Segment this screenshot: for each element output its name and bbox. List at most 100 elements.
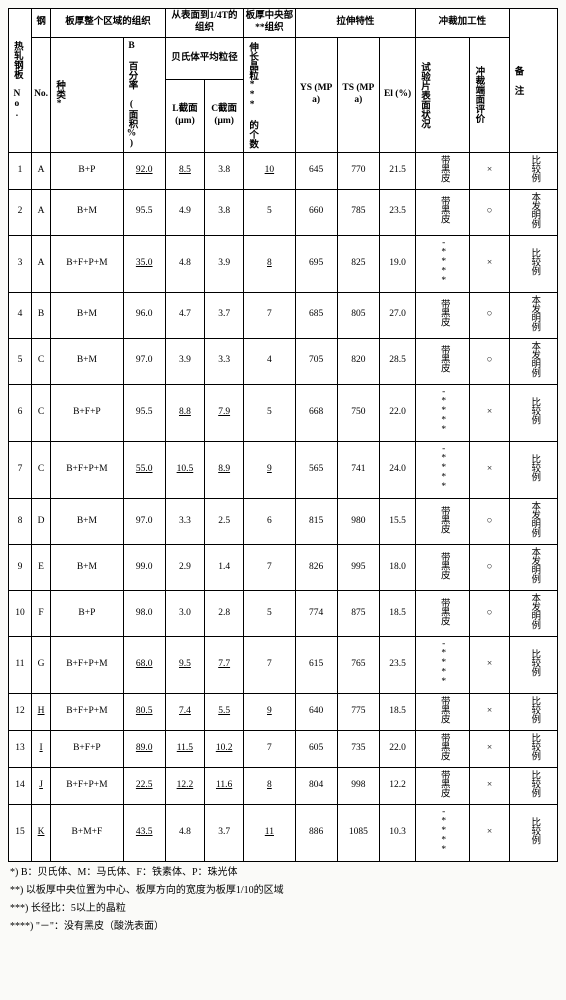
- table-cell: A: [31, 235, 50, 292]
- table-row: 6CB+F+P95.58.87.9566875022.0-****×比较例: [9, 384, 558, 441]
- table-cell: 6: [9, 384, 32, 441]
- table-cell: -****: [416, 384, 470, 441]
- hdr-remark: 备 注: [511, 25, 523, 135]
- table-cell: 668: [295, 384, 337, 441]
- table-cell: 3.9: [165, 338, 204, 384]
- table-cell: 24.0: [379, 442, 415, 499]
- table-cell: B+M: [51, 499, 123, 545]
- table-row: 4BB+M96.04.73.7768580527.0带黑皮○本发明例: [9, 292, 558, 338]
- table-cell: 775: [337, 694, 379, 731]
- table-cell: 5: [9, 338, 32, 384]
- table-cell: 804: [295, 768, 337, 805]
- table-cell: 80.5: [123, 694, 165, 731]
- table-cell: 1: [9, 152, 32, 189]
- table-cell: 本发明例: [509, 338, 557, 384]
- table-cell: 685: [295, 292, 337, 338]
- hdr-l-section: L截面 (μm): [165, 80, 204, 152]
- table-row: 11GB+F+P+M68.09.57.7761576523.5-****×比较例: [9, 637, 558, 694]
- table-cell: B+M: [51, 189, 123, 235]
- table-cell: ×: [470, 805, 509, 862]
- table-cell: ×: [470, 637, 509, 694]
- table-cell: 7: [244, 637, 295, 694]
- table-cell: 995: [337, 545, 379, 591]
- table-row: 15KB+M+F43.54.83.711886108510.3-****×比较例: [9, 805, 558, 862]
- table-cell: 带黑皮: [416, 768, 470, 805]
- table-cell: 96.0: [123, 292, 165, 338]
- table-cell: 比较例: [509, 805, 557, 862]
- hdr-steel: 钢: [31, 9, 50, 38]
- table-header: 热轧钢板 No. 钢 板厚整个区域的组织 从表面到1/4T的组织 板厚中央部**…: [9, 9, 558, 153]
- table-cell: 7: [9, 442, 32, 499]
- table-cell: -****: [416, 637, 470, 694]
- table-cell: 23.5: [379, 189, 415, 235]
- table-cell: H: [31, 694, 50, 731]
- table-cell: ○: [470, 545, 509, 591]
- table-body: 1AB+P92.08.53.81064577021.5带黑皮×比较例2AB+M9…: [9, 152, 558, 862]
- footnote: *) B：贝氏体、M：马氏体、F：铁素体、P：珠光体: [10, 866, 558, 880]
- table-cell: 14: [9, 768, 32, 805]
- hdr-punch-eval: 冲裁端面评价: [471, 40, 483, 150]
- table-cell: 18.5: [379, 591, 415, 637]
- table-cell: 695: [295, 235, 337, 292]
- table-cell: 9.5: [165, 637, 204, 694]
- hdr-tensile: 拉伸特性: [295, 9, 416, 38]
- table-cell: J: [31, 768, 50, 805]
- table-cell: 27.0: [379, 292, 415, 338]
- table-cell: 带黑皮: [416, 694, 470, 731]
- table-cell: 2: [9, 189, 32, 235]
- table-cell: B+F+P+M: [51, 442, 123, 499]
- table-cell: 3.0: [165, 591, 204, 637]
- table-cell: ×: [470, 731, 509, 768]
- table-cell: 9: [244, 442, 295, 499]
- table-cell: 92.0: [123, 152, 165, 189]
- table-cell: 875: [337, 591, 379, 637]
- table-row: 1AB+P92.08.53.81064577021.5带黑皮×比较例: [9, 152, 558, 189]
- hdr-species: 种类*: [52, 40, 64, 150]
- table-cell: 89.0: [123, 731, 165, 768]
- table-cell: 带黑皮: [416, 591, 470, 637]
- footnotes: *) B：贝氏体、M：马氏体、F：铁素体、P：珠光体**) 以板厚中央位置为中心…: [8, 866, 558, 934]
- table-cell: 18.5: [379, 694, 415, 731]
- table-cell: B+F+P: [51, 384, 123, 441]
- table-cell: 68.0: [123, 637, 165, 694]
- table-cell: ○: [470, 292, 509, 338]
- table-cell: 7: [244, 292, 295, 338]
- table-cell: 带黑皮: [416, 189, 470, 235]
- table-cell: G: [31, 637, 50, 694]
- table-cell: 8: [9, 499, 32, 545]
- table-cell: 比较例: [509, 442, 557, 499]
- table-cell: 735: [337, 731, 379, 768]
- table-cell: 1085: [337, 805, 379, 862]
- table-cell: 本发明例: [509, 545, 557, 591]
- table-cell: 带黑皮: [416, 499, 470, 545]
- table-cell: 10.2: [205, 731, 244, 768]
- table-cell: 2.8: [205, 591, 244, 637]
- table-cell: 23.5: [379, 637, 415, 694]
- table-cell: 55.0: [123, 442, 165, 499]
- table-cell: 6: [244, 499, 295, 545]
- table-cell: 比较例: [509, 384, 557, 441]
- table-cell: 4.8: [165, 805, 204, 862]
- table-cell: 785: [337, 189, 379, 235]
- table-cell: -****: [416, 235, 470, 292]
- table-cell: F: [31, 591, 50, 637]
- table-cell: 2.9: [165, 545, 204, 591]
- table-cell: I: [31, 731, 50, 768]
- table-cell: 4.8: [165, 235, 204, 292]
- table-cell: 4: [244, 338, 295, 384]
- table-cell: 998: [337, 768, 379, 805]
- table-cell: 7: [244, 545, 295, 591]
- table-cell: 本发明例: [509, 591, 557, 637]
- table-cell: 10: [9, 591, 32, 637]
- table-cell: 带黑皮: [416, 545, 470, 591]
- table-cell: D: [31, 499, 50, 545]
- table-cell: 21.5: [379, 152, 415, 189]
- table-cell: 765: [337, 637, 379, 694]
- table-cell: 12.2: [379, 768, 415, 805]
- table-cell: 28.5: [379, 338, 415, 384]
- table-cell: 比较例: [509, 731, 557, 768]
- hdr-surf-qtr: 从表面到1/4T的组织: [165, 9, 243, 38]
- table-cell: 97.0: [123, 338, 165, 384]
- table-cell: 7.7: [205, 637, 244, 694]
- table-cell: 9: [244, 694, 295, 731]
